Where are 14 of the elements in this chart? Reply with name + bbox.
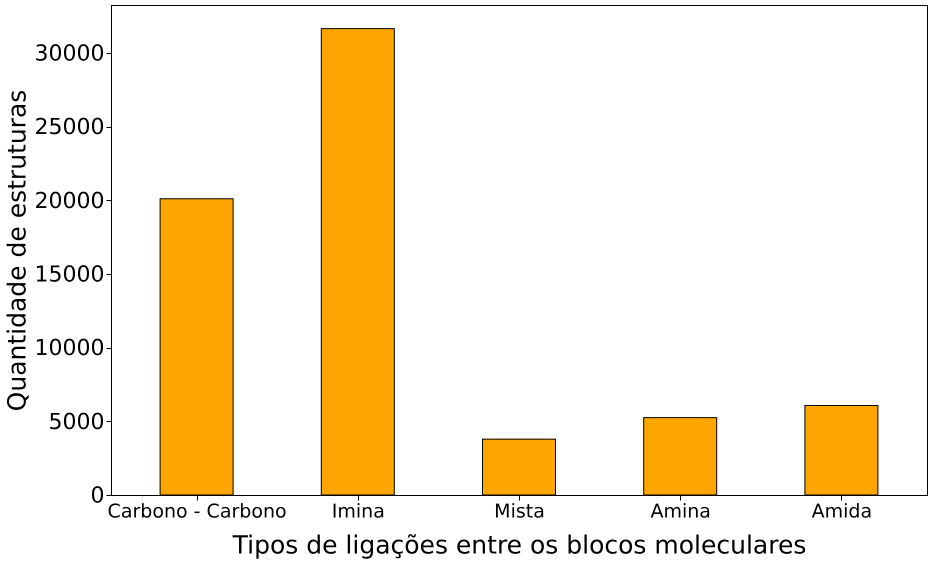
y-tick-label: 10000 [34, 336, 104, 362]
x-tick-label: Carbono - Carbono [108, 500, 287, 522]
y-axis-title: Quantidade de estruturas [2, 90, 32, 412]
y-tick-label: 15000 [34, 262, 104, 288]
y-tick-label: 5000 [48, 410, 104, 435]
y-tick-label: 30000 [34, 41, 104, 66]
x-axis-title: Tipos de ligações entre os blocos moleculares [232, 530, 806, 560]
y-tick-label: 0 [90, 484, 104, 508]
y-tick-label: 25000 [34, 115, 104, 140]
y-tick-label: 20000 [34, 188, 104, 214]
x-tick-label: Amida [812, 500, 872, 522]
x-tick-label: Imina [332, 500, 385, 522]
x-tick-label: Amina [650, 500, 711, 522]
x-tick-label: Mista [494, 500, 545, 522]
